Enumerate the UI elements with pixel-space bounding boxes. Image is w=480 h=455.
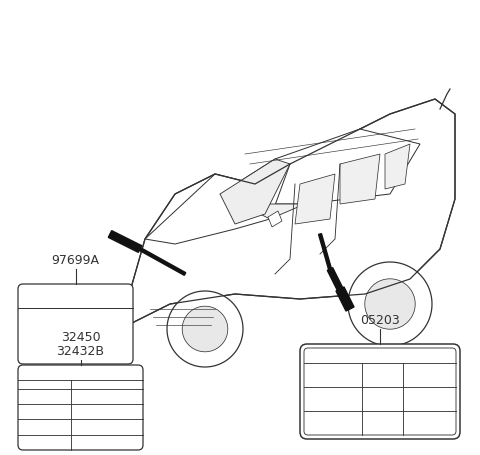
Text: 32450: 32450 (60, 330, 100, 343)
Polygon shape (145, 165, 290, 244)
Text: 05203: 05203 (360, 313, 400, 326)
Polygon shape (220, 195, 305, 219)
Polygon shape (295, 175, 335, 224)
Polygon shape (139, 248, 186, 276)
Polygon shape (220, 130, 420, 205)
Polygon shape (385, 145, 410, 190)
FancyBboxPatch shape (300, 344, 460, 439)
Text: 97699A: 97699A (51, 253, 99, 267)
FancyBboxPatch shape (304, 348, 456, 435)
Polygon shape (340, 155, 380, 205)
Polygon shape (220, 160, 290, 224)
Polygon shape (167, 291, 243, 367)
Text: 32432B: 32432B (57, 344, 105, 357)
Polygon shape (348, 263, 432, 346)
FancyBboxPatch shape (18, 365, 143, 450)
Polygon shape (125, 100, 455, 324)
Polygon shape (268, 212, 282, 228)
FancyBboxPatch shape (18, 284, 133, 364)
Polygon shape (365, 279, 415, 329)
Polygon shape (319, 234, 332, 270)
Polygon shape (182, 307, 228, 352)
Polygon shape (108, 231, 142, 253)
Polygon shape (336, 288, 354, 311)
Polygon shape (327, 268, 343, 291)
